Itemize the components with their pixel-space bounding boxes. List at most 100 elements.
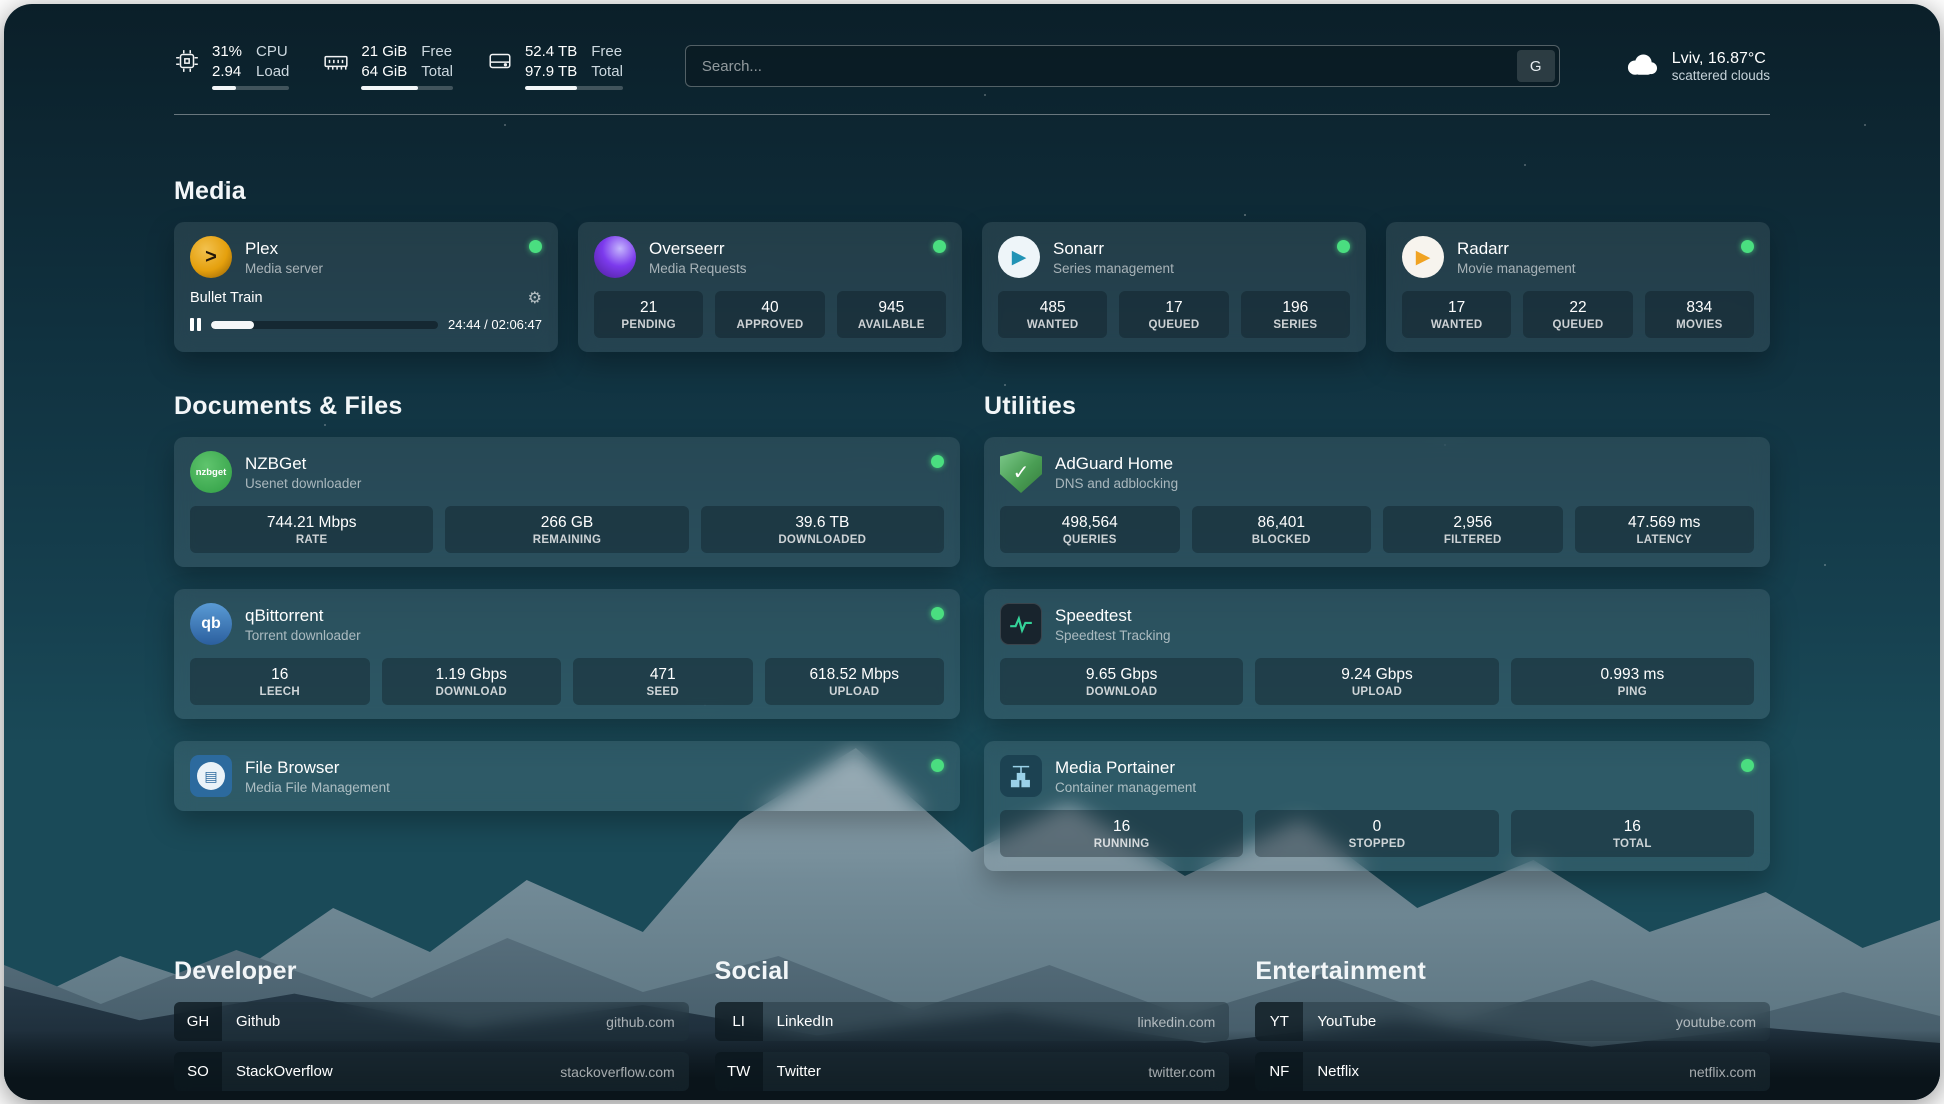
bookmark-stackoverflow[interactable]: SO StackOverflow stackoverflow.com [174, 1052, 689, 1091]
memory-icon [323, 42, 349, 79]
stat-value: 16 [1113, 818, 1131, 835]
stat-value: 86,401 [1257, 514, 1305, 531]
bookmark-url: stackoverflow.com [560, 1063, 675, 1080]
section-media: Media > Plex Media server Bullet Train ⚙ [174, 177, 1770, 352]
service-card-plex[interactable]: > Plex Media server Bullet Train ⚙ [174, 222, 558, 352]
nzbget-icon: nzbget [190, 451, 232, 493]
disk-icon [487, 42, 513, 79]
stat-value: 17 [1448, 299, 1466, 316]
stat-label: UPLOAD [829, 686, 880, 698]
service-card-sonarr[interactable]: ▶ Sonarr Series management 485 WANTED [982, 222, 1366, 352]
section-title-documents: Documents & Files [174, 392, 403, 420]
service-card-nzbget[interactable]: nzbget NZBGet Usenet downloader 744.21 M… [174, 437, 960, 567]
stat-value: 9.24 Gbps [1341, 666, 1413, 683]
bookmark-linkedin[interactable]: LI LinkedIn linkedin.com [714, 1002, 1230, 1041]
memory-free-value: 21 GiB [361, 43, 408, 60]
service-name: Overseerr [649, 238, 725, 258]
bookmark-name: YouTube [1317, 1013, 1377, 1030]
stat-leech: 16 LEECH [190, 658, 370, 705]
stat-series: 196 SERIES [1240, 291, 1350, 338]
stat-label: PENDING [621, 319, 676, 331]
stat-label: RUNNING [1093, 838, 1150, 850]
service-desc: Series management [1053, 260, 1174, 276]
stat-value: 1.19 Gbps [435, 666, 508, 683]
stat-value: 945 [878, 299, 905, 316]
stat-upload: 618.52 Mbps UPLOAD [764, 658, 944, 705]
stat-label: APPROVED [736, 319, 804, 331]
bookmark-youtube[interactable]: YT YouTube youtube.com [1255, 1002, 1770, 1041]
gear-icon[interactable]: ⚙ [527, 290, 542, 307]
service-card-filebrowser[interactable]: ▤ File Browser Media File Management [174, 741, 960, 811]
service-desc: Media Requests [649, 260, 747, 276]
cpu-label: CPU [256, 43, 288, 60]
disk-total-value: 97.9 TB [524, 62, 578, 80]
stat-value: 22 [1569, 299, 1587, 316]
plex-progress-track[interactable] [211, 320, 439, 329]
status-dot [931, 607, 944, 620]
plex-now-playing: Bullet Train [190, 290, 263, 306]
search-provider-button[interactable]: G [1516, 50, 1555, 82]
service-card-adguard[interactable]: ✓ AdGuard Home DNS and adblocking 498,56… [984, 437, 1770, 567]
service-desc: Container management [1055, 779, 1197, 795]
stat-value: 485 [1039, 299, 1066, 316]
radarr-icon: ▶ [1402, 236, 1444, 278]
cpu-widget: 31% 2.94 CPU Load [174, 42, 290, 90]
stat-value: 0.993 ms [1600, 666, 1665, 683]
status-dot [931, 455, 944, 468]
stat-wanted: 17 WANTED [1402, 291, 1512, 338]
pause-icon[interactable] [190, 318, 201, 331]
stat-value: 0 [1372, 818, 1382, 835]
service-name: Media Portainer [1055, 757, 1176, 777]
bookmark-name: LinkedIn [776, 1013, 834, 1030]
bookmark-abbr: TW [714, 1052, 763, 1091]
stat-queries: 498,564 QUERIES [1000, 506, 1180, 553]
stat-label: DOWNLOAD [1085, 686, 1158, 698]
bookmark-netflix[interactable]: NF Netflix netflix.com [1255, 1052, 1770, 1091]
stat-wanted: 485 WANTED [998, 291, 1108, 338]
disk-progress-bar [524, 86, 623, 90]
service-card-overseerr[interactable]: Overseerr Media Requests 21 PENDING 40 A… [578, 222, 962, 352]
search-input[interactable] [684, 45, 1560, 87]
stat-label: SEED [646, 686, 680, 698]
stat-label: TOTAL [1612, 838, 1652, 850]
stat-label: DOWNLOADED [778, 534, 867, 546]
service-desc: DNS and adblocking [1055, 475, 1179, 491]
speedtest-icon [1000, 603, 1042, 645]
stat-label: LATENCY [1636, 534, 1693, 546]
service-name: AdGuard Home [1055, 453, 1174, 473]
disk-free-value: 52.4 TB [524, 43, 578, 60]
bookmark-group-social: Social LI LinkedIn linkedin.com TW Twitt… [714, 957, 1230, 1100]
stat-label: FILTERED [1443, 534, 1502, 546]
stat-value: 744.21 Mbps [266, 514, 357, 531]
cpu-icon [174, 42, 200, 79]
bookmark-group-entertainment: Entertainment YT YouTube youtube.com NF … [1255, 957, 1770, 1100]
service-name: Plex [245, 238, 279, 258]
status-dot [1337, 240, 1350, 253]
stat-value: 498,564 [1061, 514, 1118, 531]
bookmark-url: youtube.com [1675, 1013, 1756, 1030]
weather-condition: scattered clouds [1671, 67, 1770, 83]
adguard-icon: ✓ [1000, 451, 1042, 493]
service-card-qbittorrent[interactable]: qb qBittorrent Torrent downloader 16 LEE… [174, 589, 960, 719]
service-card-radarr[interactable]: ▶ Radarr Movie management 17 WANTED [1386, 222, 1770, 352]
stat-value: 17 [1165, 299, 1183, 316]
stat-label: REMAINING [532, 534, 602, 546]
service-card-portainer[interactable]: Media Portainer Container management 16 … [984, 741, 1770, 871]
stat-label: AVAILABLE [857, 319, 925, 331]
stat-downloaded: 39.6 TB DOWNLOADED [700, 506, 944, 553]
bookmark-abbr: YT [1255, 1002, 1304, 1041]
stat-blocked: 86,401 BLOCKED [1191, 506, 1371, 553]
stat-label: PING [1617, 686, 1647, 698]
stat-available: 945 AVAILABLE [836, 291, 946, 338]
bookmark-group-title: Developer [174, 957, 297, 985]
stat-total: 16 TOTAL [1510, 810, 1754, 857]
bookmark-twitter[interactable]: TW Twitter twitter.com [714, 1052, 1230, 1091]
service-card-speedtest[interactable]: Speedtest Speedtest Tracking 9.65 Gbps D… [984, 589, 1770, 719]
service-desc: Movie management [1457, 260, 1576, 276]
bookmark-github[interactable]: GH Github github.com [174, 1002, 689, 1041]
stat-seed: 471 SEED [573, 658, 753, 705]
stat-queued: 22 QUEUED [1523, 291, 1633, 338]
stat-stopped: 0 STOPPED [1255, 810, 1499, 857]
service-desc: Media File Management [245, 779, 390, 795]
stat-value: 47.569 ms [1628, 514, 1701, 531]
